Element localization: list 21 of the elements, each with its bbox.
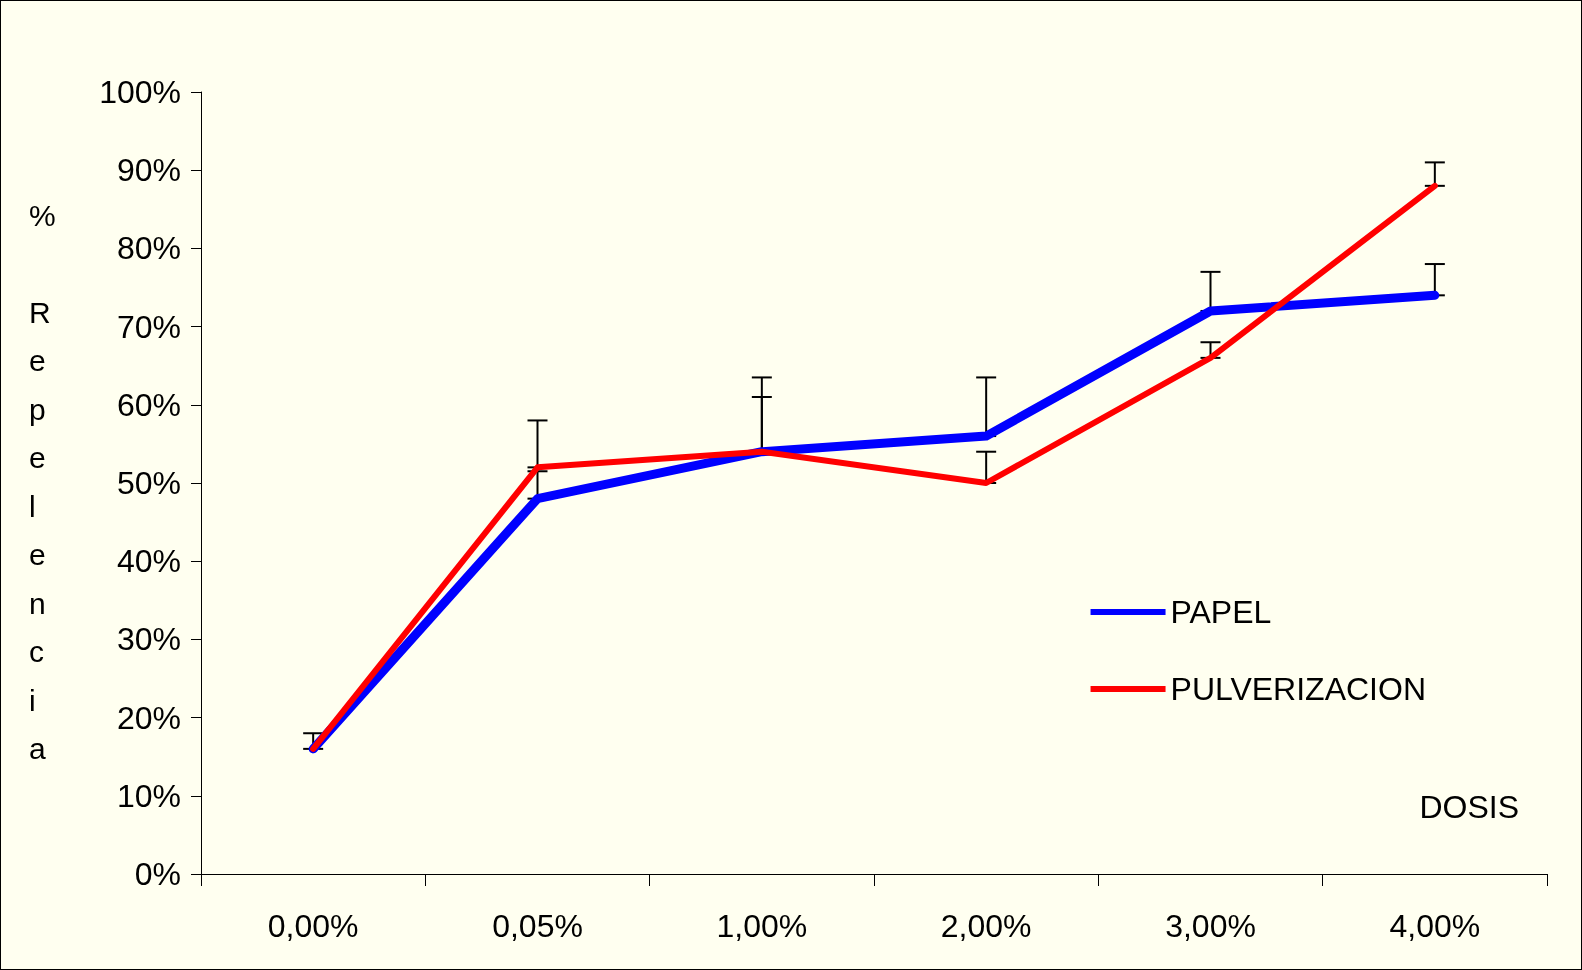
x-tick-label: 4,00% bbox=[1389, 908, 1481, 944]
y-tick-label: 90% bbox=[116, 152, 181, 189]
x-axis-title: DOSIS bbox=[1419, 789, 1519, 825]
y-tick-label: 100% bbox=[99, 74, 181, 110]
y-tick-label: 40% bbox=[116, 543, 181, 580]
x-tick-label: 2,00% bbox=[940, 908, 1032, 944]
y-tick-label: 30% bbox=[116, 621, 181, 658]
x-tick-label: 1,00% bbox=[716, 908, 808, 944]
y-tick-label: 20% bbox=[116, 699, 181, 736]
x-tick-label: 3,00% bbox=[1165, 908, 1256, 944]
y-tick-label: 80% bbox=[116, 230, 181, 267]
text: % Repelencia bbox=[29, 198, 56, 766]
x-tick-label: 0,00% bbox=[267, 908, 359, 944]
y-tick-label: 70% bbox=[116, 308, 181, 345]
x-tick-label: 0,05% bbox=[492, 908, 583, 944]
y-tick-label: 10% bbox=[116, 777, 181, 814]
y-tick-label: 0% bbox=[134, 856, 181, 892]
legend-label: PAPEL bbox=[1170, 594, 1272, 630]
legend-label: PULVERIZACION bbox=[1170, 671, 1426, 707]
y-tick-label: 60% bbox=[116, 386, 181, 423]
y-tick-label: 50% bbox=[116, 465, 181, 501]
